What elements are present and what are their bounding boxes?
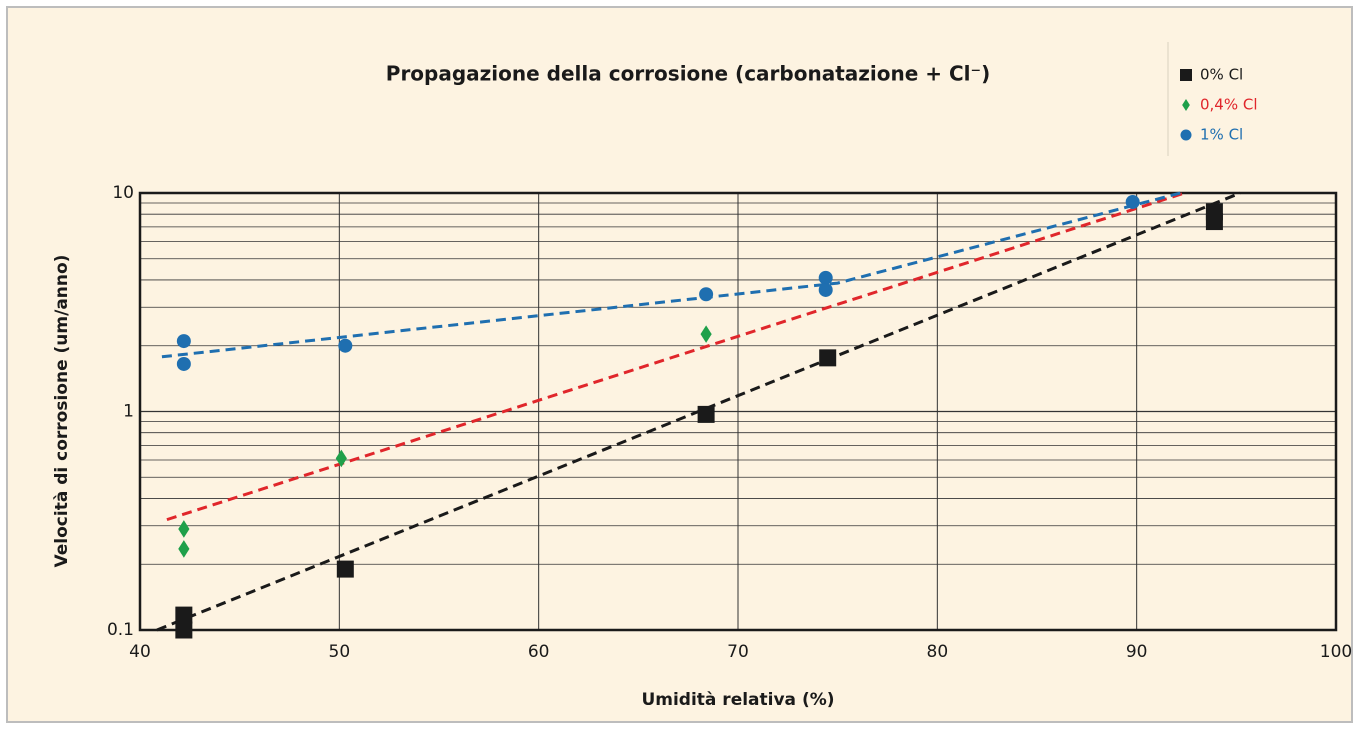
trend-line xyxy=(161,191,1181,359)
square-marker xyxy=(1205,203,1223,221)
diamond-marker xyxy=(700,325,712,343)
diamond-marker xyxy=(335,449,347,468)
x-tick-label: 80 xyxy=(927,642,949,662)
legend-label: 0% Cl xyxy=(1200,66,1243,84)
square-marker xyxy=(697,405,715,423)
y-tick-label: 10 xyxy=(112,183,134,203)
circle-marker xyxy=(818,282,833,297)
x-tick-label: 60 xyxy=(528,642,550,662)
y-axis-label: Velocità di corrosione (um/anno) xyxy=(52,255,72,568)
circle-marker xyxy=(1180,129,1192,141)
circle-marker xyxy=(176,334,191,349)
circle-marker xyxy=(176,356,191,371)
square-marker xyxy=(336,560,354,578)
y-tick-label: 1 xyxy=(123,402,134,422)
legend-label: 0,4% Cl xyxy=(1200,96,1258,114)
x-tick-label: 40 xyxy=(129,642,151,662)
circle-marker xyxy=(699,287,714,302)
legend-label: 1% Cl xyxy=(1200,126,1243,144)
y-tick-label: 0.1 xyxy=(107,620,134,640)
x-tick-label: 70 xyxy=(727,642,749,662)
x-axis-label: Umidità relativa (%) xyxy=(641,690,834,710)
panel xyxy=(6,6,1353,723)
trend-line xyxy=(166,191,1185,522)
diamond-marker xyxy=(178,520,190,538)
square-marker xyxy=(175,606,193,624)
circle-marker xyxy=(338,338,353,353)
circle-marker xyxy=(818,270,833,285)
x-tick-label: 50 xyxy=(329,642,351,662)
x-tick-label: 100 xyxy=(1320,642,1352,662)
x-tick-label: 90 xyxy=(1126,642,1148,662)
square-marker xyxy=(1180,69,1192,81)
diamond-marker xyxy=(1182,98,1190,112)
circle-marker xyxy=(1125,194,1140,209)
square-marker xyxy=(175,621,193,639)
chart-title: Propagazione della corrosione (carbonata… xyxy=(386,62,990,86)
plot-frame xyxy=(138,191,1338,632)
square-marker xyxy=(819,349,837,367)
diamond-marker xyxy=(178,540,190,558)
